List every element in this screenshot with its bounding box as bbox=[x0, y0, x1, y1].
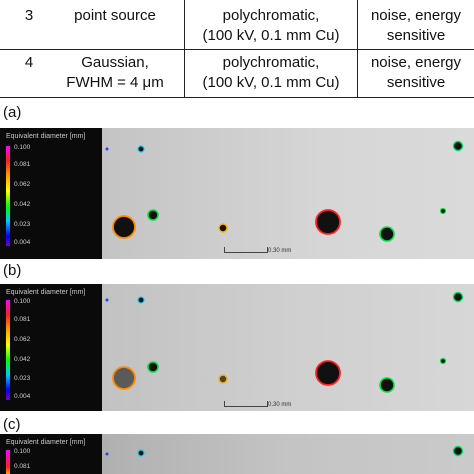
pore-overlay bbox=[105, 445, 464, 457]
panel-label-c: (c) bbox=[3, 416, 21, 433]
pore bbox=[218, 223, 228, 233]
detector-cell-line: sensitive bbox=[386, 27, 446, 44]
colorbar-tick: 0.062 bbox=[14, 336, 31, 343]
legend-title: Equivalent diameter [mm] bbox=[6, 133, 86, 140]
pore bbox=[315, 209, 341, 235]
row-id: 3 bbox=[24, 7, 34, 24]
pore bbox=[147, 361, 159, 373]
colorbar-tick: 0.081 bbox=[14, 161, 31, 168]
colorbar-tick: 0.081 bbox=[14, 316, 31, 323]
table-row: 3 point source polychromatic, (100 kV, 0… bbox=[0, 0, 474, 48]
pore bbox=[137, 449, 145, 457]
colorbar bbox=[6, 300, 10, 400]
table-row-divider bbox=[0, 49, 474, 50]
scale-bar-label: 0.30 mm bbox=[268, 402, 292, 408]
detector-cell-line: noise, energy bbox=[370, 7, 462, 24]
scale-bar bbox=[224, 247, 268, 253]
pore bbox=[439, 207, 447, 215]
colorbar-tick: 0.100 bbox=[14, 448, 31, 455]
pore bbox=[439, 357, 447, 365]
ct-panel-c: Equivalent diameter [mm] 0.100 0.081 bbox=[0, 434, 474, 474]
pore-overlay bbox=[105, 140, 464, 242]
scale-bar bbox=[224, 401, 268, 407]
colorbar-tick: 0.023 bbox=[14, 375, 31, 382]
source-cell-line: FWHM = 4 μm bbox=[66, 74, 164, 91]
pore bbox=[379, 377, 395, 393]
pore-overlay bbox=[105, 291, 464, 393]
legend-title: Equivalent diameter [mm] bbox=[6, 289, 86, 296]
pore bbox=[137, 145, 145, 153]
detector-cell-line: noise, energy bbox=[370, 54, 462, 71]
spectrum-cell-line: polychromatic, bbox=[222, 7, 320, 24]
pore bbox=[137, 296, 145, 304]
ct-slice-background bbox=[102, 434, 474, 474]
colorbar bbox=[6, 146, 10, 246]
colorbar-tick: 0.062 bbox=[14, 181, 31, 188]
pore bbox=[105, 147, 109, 151]
scale-bar-label: 0.30 mm bbox=[268, 248, 292, 254]
ct-panel-a: Equivalent diameter [mm] 0.100 0.081 0.0… bbox=[0, 128, 474, 259]
pore bbox=[112, 215, 136, 239]
pore bbox=[452, 445, 464, 457]
legend-strip bbox=[0, 284, 102, 411]
legend-strip bbox=[0, 128, 102, 259]
table-row-divider bbox=[0, 97, 474, 98]
colorbar-tick: 0.023 bbox=[14, 221, 31, 228]
panel-label-b: (b) bbox=[3, 262, 22, 279]
legend-title: Equivalent diameter [mm] bbox=[6, 439, 86, 446]
spectrum-cell-line: (100 kV, 0.1 mm Cu) bbox=[202, 27, 340, 44]
source-cell-line: point source bbox=[74, 7, 156, 24]
parameter-table: 3 point source polychromatic, (100 kV, 0… bbox=[0, 0, 474, 98]
colorbar-tick: 0.042 bbox=[14, 201, 31, 208]
pore bbox=[218, 374, 228, 384]
colorbar-tick: 0.100 bbox=[14, 298, 31, 305]
ct-panel-b: Equivalent diameter [mm] 0.100 0.081 0.0… bbox=[0, 284, 474, 411]
table-row: 4 Gaussian, FWHM = 4 μm polychromatic, (… bbox=[0, 49, 474, 97]
spectrum-cell-line: (100 kV, 0.1 mm Cu) bbox=[202, 74, 340, 91]
ct-slice-background bbox=[102, 284, 474, 411]
colorbar-tick: 0.004 bbox=[14, 393, 31, 400]
colorbar-tick: 0.081 bbox=[14, 463, 31, 470]
pore bbox=[105, 452, 109, 456]
colorbar-tick: 0.042 bbox=[14, 356, 31, 363]
detector-cell-line: sensitive bbox=[386, 74, 446, 91]
source-cell-line: Gaussian, bbox=[81, 54, 149, 71]
pore bbox=[105, 298, 109, 302]
pore bbox=[379, 226, 395, 242]
pore bbox=[315, 360, 341, 386]
legend-strip bbox=[0, 434, 102, 474]
panel-label-a: (a) bbox=[3, 104, 22, 121]
pore bbox=[147, 209, 159, 221]
pore bbox=[452, 140, 464, 152]
spectrum-cell-line: polychromatic, bbox=[222, 54, 320, 71]
colorbar-tick: 0.004 bbox=[14, 239, 31, 246]
pore bbox=[452, 291, 464, 303]
ct-slice-background bbox=[102, 128, 474, 259]
row-id: 4 bbox=[24, 54, 34, 71]
colorbar-tick: 0.100 bbox=[14, 144, 31, 151]
colorbar bbox=[6, 450, 10, 474]
pore bbox=[112, 366, 136, 390]
